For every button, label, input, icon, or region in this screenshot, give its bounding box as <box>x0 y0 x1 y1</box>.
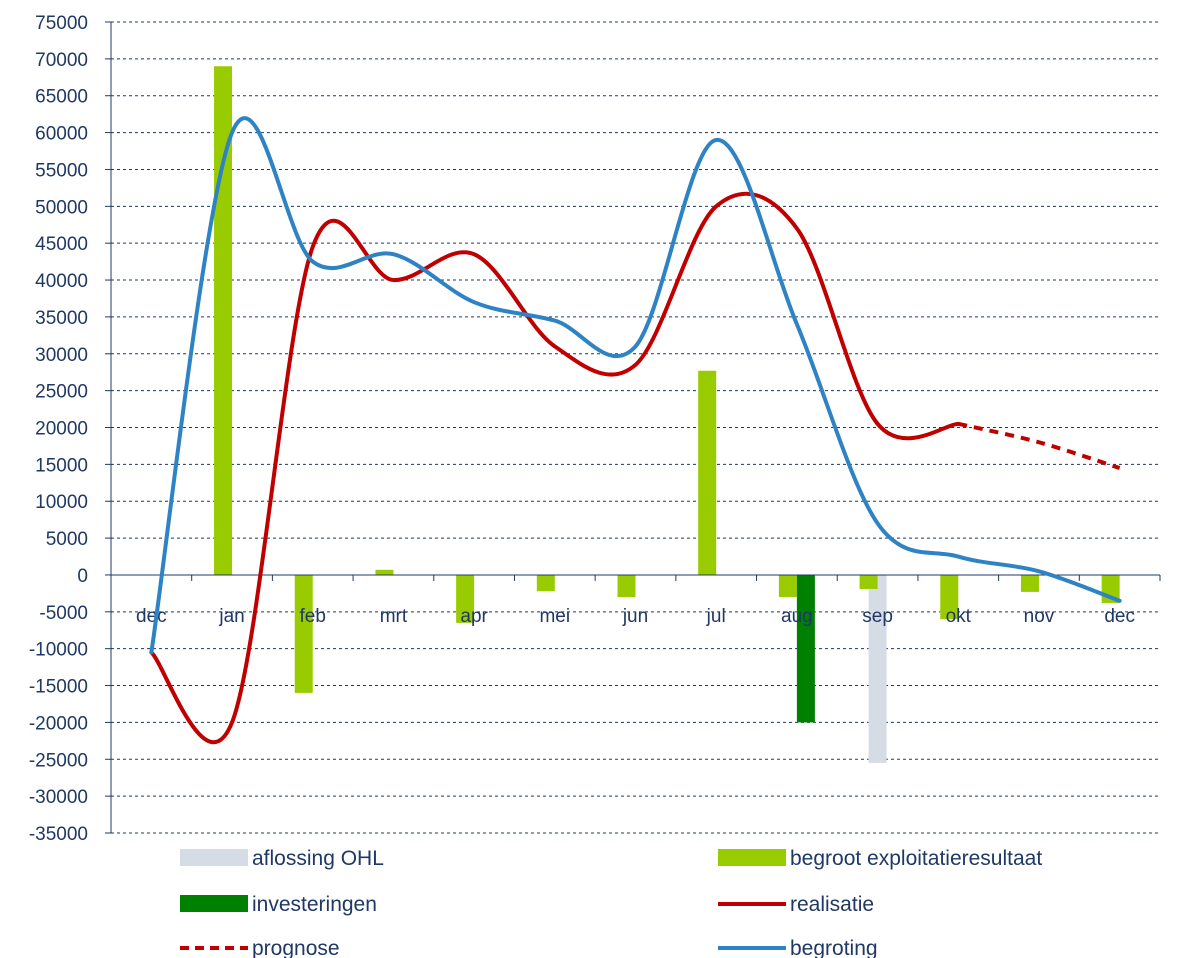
y-tick-label: 60000 <box>35 124 88 145</box>
bar-investeringen <box>796 574 815 723</box>
bar-begroot-exploitatieresultaat <box>375 569 394 575</box>
x-tick-label: dec <box>136 606 167 627</box>
y-tick-label: 70000 <box>35 50 88 71</box>
y-tick-label: -25000 <box>29 750 88 771</box>
x-tick-label: aug <box>781 606 813 627</box>
y-tick-label: 15000 <box>35 455 88 476</box>
x-tick-label: okt <box>946 606 972 627</box>
bar-begroot-exploitatieresultaat <box>294 574 313 693</box>
legend-label: prognose <box>252 937 340 958</box>
bar-begroot-exploitatieresultaat <box>536 574 555 592</box>
legend-label: investeringen <box>252 893 377 916</box>
bar-begroot-exploitatieresultaat <box>940 574 959 620</box>
y-tick-label: 10000 <box>35 492 88 513</box>
y-tick-label: 45000 <box>35 234 88 255</box>
x-tick-label: mei <box>539 606 570 627</box>
x-tick-label: nov <box>1024 606 1055 627</box>
x-tick-label: jun <box>622 606 648 627</box>
legend-swatch <box>180 895 248 912</box>
y-tick-label: -35000 <box>29 824 88 845</box>
y-tick-label: 30000 <box>35 345 88 366</box>
x-tick-label: mrt <box>380 606 408 627</box>
y-tick-label: 55000 <box>35 160 88 181</box>
line-realisatie <box>149 191 961 745</box>
y-tick-label: 25000 <box>35 382 88 403</box>
y-axis: -35000 -30000 -25000 -20000 -15000 -10000 -500… <box>29 13 112 845</box>
y-tick-label: 75000 <box>35 13 88 34</box>
bar-series-group <box>214 66 1120 763</box>
y-tick-label: 50000 <box>35 197 88 218</box>
x-tick-label: apr <box>460 606 488 627</box>
x-tick-label: jan <box>218 606 244 627</box>
y-tick-label: 40000 <box>35 271 88 292</box>
x-tick-label: dec <box>1104 606 1135 627</box>
gridlines <box>111 21 1160 834</box>
line-prognose <box>957 421 1121 470</box>
x-tick-label: sep <box>862 606 893 627</box>
y-tick-label: -15000 <box>29 677 88 698</box>
y-tick-label: 65000 <box>35 87 88 108</box>
y-tick-label: -20000 <box>29 713 88 734</box>
x-tick-label: feb <box>300 606 326 627</box>
legend-label: realisatie <box>790 893 874 916</box>
y-tick-label: -5000 <box>39 603 88 624</box>
bar-begroot-exploitatieresultaat <box>617 574 636 598</box>
legend-label: begroot exploitatieresultaat <box>790 847 1042 870</box>
bar-aflossing-ohl <box>868 574 887 763</box>
y-tick-label: 35000 <box>35 308 88 329</box>
bar-begroot-exploitatieresultaat <box>698 370 717 575</box>
line-begroting <box>149 116 1122 655</box>
bar-begroot-exploitatieresultaat <box>456 574 475 623</box>
legend-swatch <box>180 849 248 866</box>
bar-begroot-exploitatieresultaat <box>778 574 797 598</box>
legend-label: begroting <box>790 937 878 958</box>
y-tick-label: 0 <box>77 566 88 587</box>
bar-begroot-exploitatieresultaat <box>859 574 878 589</box>
y-tick-label: 5000 <box>46 529 88 550</box>
legend-label: aflossing OHL <box>252 847 384 870</box>
legend: aflossing OHL begroot exploitatieresultaa… <box>180 847 1042 958</box>
legend-swatch <box>718 849 786 866</box>
y-tick-label: -10000 <box>29 640 88 661</box>
y-tick-label: 20000 <box>35 419 88 440</box>
bar-begroot-exploitatieresultaat <box>1020 574 1039 592</box>
y-tick-label: -30000 <box>29 787 88 808</box>
x-tick-label: jul <box>706 606 726 627</box>
line-series-group <box>149 116 1122 745</box>
